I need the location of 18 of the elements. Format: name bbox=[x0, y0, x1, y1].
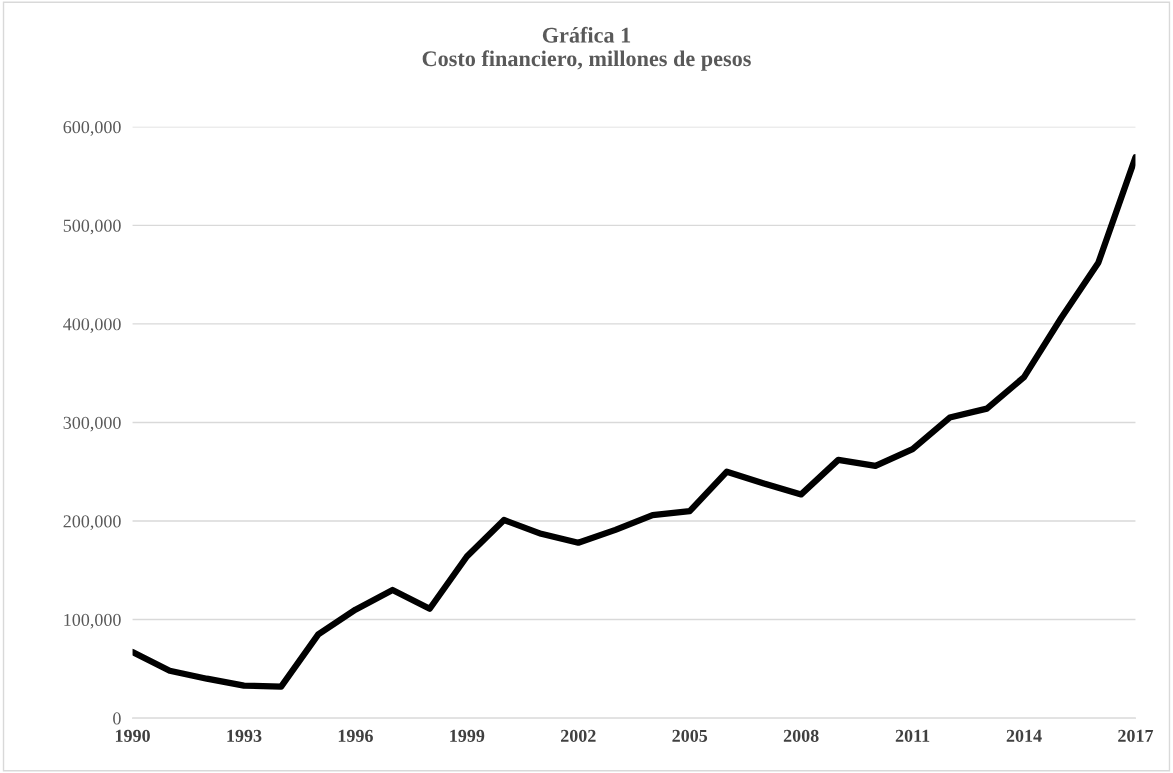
x-tick-label: 1990 bbox=[115, 729, 150, 742]
y-tick-label: 200,000 bbox=[63, 515, 121, 531]
x-tick-label: 2017 bbox=[1118, 729, 1154, 742]
y-tick-label: 500,000 bbox=[63, 219, 121, 235]
chart-title: Gráfica 1 Costo financiero, millones de pesos bbox=[422, 26, 751, 71]
y-tick-label: 100,000 bbox=[64, 613, 121, 629]
x-tick-label: 2002 bbox=[560, 729, 596, 742]
y-tick-label: 0 bbox=[113, 712, 121, 725]
y-tick-label: 300,000 bbox=[63, 416, 121, 432]
x-tick-label: 1996 bbox=[338, 729, 373, 742]
x-tick-label: 2008 bbox=[783, 729, 819, 742]
x-tick-label: 1999 bbox=[450, 729, 485, 742]
y-tick-label: 600,000 bbox=[63, 121, 121, 136]
x-tick-label: 2005 bbox=[672, 729, 708, 742]
y-tick-label: 400,000 bbox=[63, 318, 121, 333]
x-tick-label: 2011 bbox=[895, 729, 930, 742]
x-tick-label: 2014 bbox=[1006, 729, 1042, 742]
x-tick-label: 1993 bbox=[227, 729, 262, 742]
